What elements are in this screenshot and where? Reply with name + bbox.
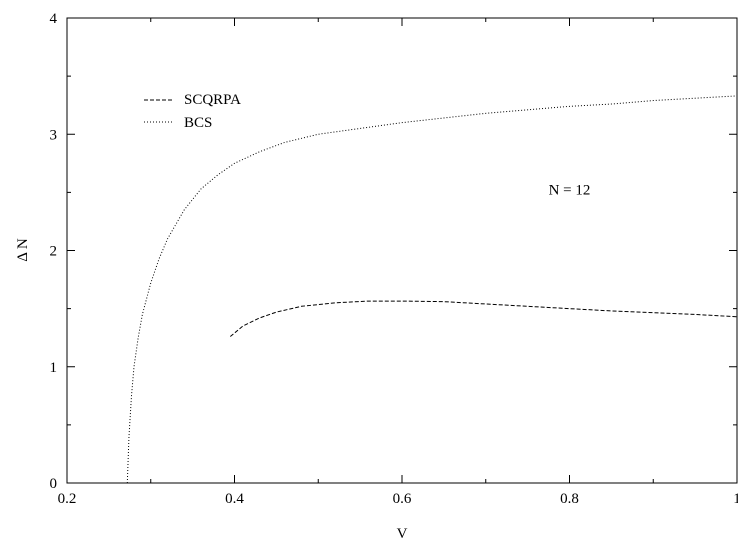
x-tick-label-3: 0.8	[560, 491, 579, 507]
x-tick-label-2: 0.6	[393, 491, 412, 507]
x-tick-label-4: 1	[733, 491, 738, 507]
legend-label-bcs: BCS	[184, 115, 212, 131]
annotation-n12: N = 12	[549, 183, 591, 199]
y-axis-label: Δ N	[15, 238, 31, 262]
series-line-scqrpa	[229, 300, 738, 337]
series-line-bcs	[126, 95, 738, 484]
tick-group: 0.2 0.4 0.6 0.8 1 0 1 2 3 4	[50, 11, 738, 507]
y-tick-label-3: 3	[50, 127, 58, 143]
y-tick-label-2: 2	[50, 244, 58, 260]
plot-frame	[66, 17, 738, 484]
y-tick-label-0: 0	[50, 476, 58, 492]
legend: SCQRPA BCS	[144, 92, 241, 131]
x-tick-label-1: 0.4	[225, 491, 244, 507]
legend-label-scqrpa: SCQRPA	[184, 92, 241, 108]
series-group	[126, 95, 738, 484]
x-tick-label-0: 0.2	[58, 491, 77, 507]
x-axis-label: V	[397, 526, 408, 542]
y-tick-label-1: 1	[50, 360, 58, 376]
y-tick-label-4: 4	[50, 11, 58, 27]
